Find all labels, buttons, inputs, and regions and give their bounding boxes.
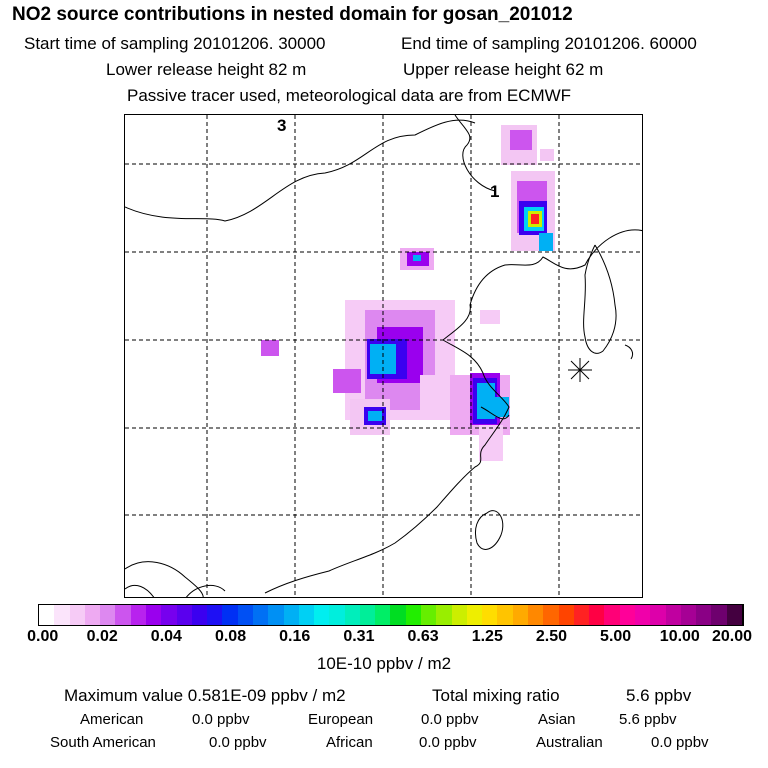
colorbar-tick-label: 2.50	[535, 628, 568, 645]
colorbar-swatch	[84, 605, 101, 625]
colorbar-tick-label: 1.25	[471, 628, 503, 645]
start-time-label: Start time of sampling 20101206. 30000	[24, 34, 326, 53]
colorbar-swatch	[390, 605, 406, 625]
colorbar-swatch	[482, 605, 498, 625]
region-name: European	[308, 711, 374, 728]
colorbar-swatch	[145, 605, 162, 625]
tracer-note: Passive tracer used, meteorological data…	[127, 86, 572, 105]
colorbar-tick-label: 0.16	[279, 628, 311, 645]
colorbar-swatch	[375, 605, 391, 625]
colorbar-tick-label: 0.04	[150, 628, 182, 645]
colorbar-swatch	[314, 605, 330, 625]
colorbar-swatch	[222, 605, 238, 625]
colorbar-tick-label: 0.08	[214, 628, 247, 645]
source-label-3: 3	[277, 116, 287, 135]
region-name: African	[326, 734, 373, 751]
lower-release-height: Lower release height 82 m	[106, 60, 307, 79]
colorbar-swatch	[252, 605, 269, 625]
colorbar-swatch	[558, 605, 574, 625]
colorbar-swatch	[130, 605, 146, 625]
asterisk-marker	[568, 358, 592, 382]
colorbar-swatch	[359, 605, 376, 625]
colorbar-swatch	[344, 605, 360, 625]
colorbar-swatch	[69, 605, 85, 625]
map-panel: 3 1	[124, 114, 643, 598]
region-name: Australian	[536, 734, 603, 751]
colorbar-swatch	[405, 605, 422, 625]
colorbar-swatch	[421, 605, 437, 625]
colorbar-swatch	[634, 605, 651, 625]
colorbar-swatch	[39, 605, 55, 625]
colorbar-tick-label: 0.00	[27, 628, 59, 645]
colorbar-swatch	[176, 605, 192, 625]
colorbar-tick-label: 0.63	[407, 628, 439, 645]
end-time-label: End time of sampling 20101206. 60000	[401, 34, 697, 53]
colorbar-swatch	[726, 605, 743, 625]
map-svg	[125, 115, 642, 597]
colorbar-swatch	[619, 605, 635, 625]
colorbar-swatch	[191, 605, 208, 625]
colorbar-swatch	[237, 605, 253, 625]
maximum-value: Maximum value 0.581E-09 ppbv / m2	[64, 686, 346, 705]
total-mixing-label: Total mixing ratio	[432, 686, 560, 705]
region-value: 0.0 ppbv	[651, 734, 709, 751]
region-value: 0.0 ppbv	[419, 734, 477, 751]
colorbar-swatch	[497, 605, 513, 625]
graticule	[125, 115, 642, 597]
colorbar-tick-label: 0.02	[86, 628, 118, 645]
colorbar-swatch	[696, 605, 712, 625]
region-name: Asian	[538, 711, 576, 728]
region-name: South American	[50, 734, 156, 751]
concentration-field	[261, 125, 555, 461]
colorbar-swatch	[161, 605, 177, 625]
source-label-1: 1	[490, 182, 500, 201]
colorbar-swatch	[54, 605, 70, 625]
colorbar-swatch	[298, 605, 315, 625]
colorbar-swatch	[573, 605, 590, 625]
colorbar-swatch	[436, 605, 452, 625]
colorbar-swatch	[589, 605, 605, 625]
colorbar-swatch	[650, 605, 666, 625]
colorbar	[38, 604, 744, 626]
colorbar-swatch	[543, 605, 559, 625]
region-value: 0.0 ppbv	[421, 711, 479, 728]
map-title: NO2 source contributions in nested domai…	[12, 4, 573, 25]
colorbar-tick-label: 20.00	[711, 628, 753, 645]
colorbar-swatch	[466, 605, 483, 625]
colorbar-swatch	[528, 605, 544, 625]
colorbar-swatch	[115, 605, 131, 625]
colorbar-swatch	[268, 605, 284, 625]
region-value: 0.0 ppbv	[192, 711, 250, 728]
region-value: 0.0 ppbv	[209, 734, 267, 751]
colorbar-swatch	[207, 605, 223, 625]
upper-release-height: Upper release height 62 m	[403, 60, 604, 79]
colorbar-tick-label: 5.00	[600, 628, 632, 645]
colorbar-tick-label: 0.31	[343, 628, 375, 645]
colorbar-swatch	[711, 605, 727, 625]
colorbar-swatch	[604, 605, 620, 625]
colorbar-swatch	[680, 605, 697, 625]
colorbar-swatch	[329, 605, 345, 625]
colorbar-swatch	[512, 605, 528, 625]
colorbar-unit: 10E-10 ppbv / m2	[316, 654, 452, 673]
colorbar-swatch	[283, 605, 299, 625]
total-mixing-value: 5.6 ppbv	[626, 686, 692, 705]
region-value: 5.6 ppbv	[619, 711, 677, 728]
region-name: American	[80, 711, 144, 728]
colorbar-swatch	[100, 605, 116, 625]
colorbar-tick-label: 10.00	[659, 628, 700, 645]
colorbar-swatch	[451, 605, 467, 625]
colorbar-swatch	[665, 605, 681, 625]
